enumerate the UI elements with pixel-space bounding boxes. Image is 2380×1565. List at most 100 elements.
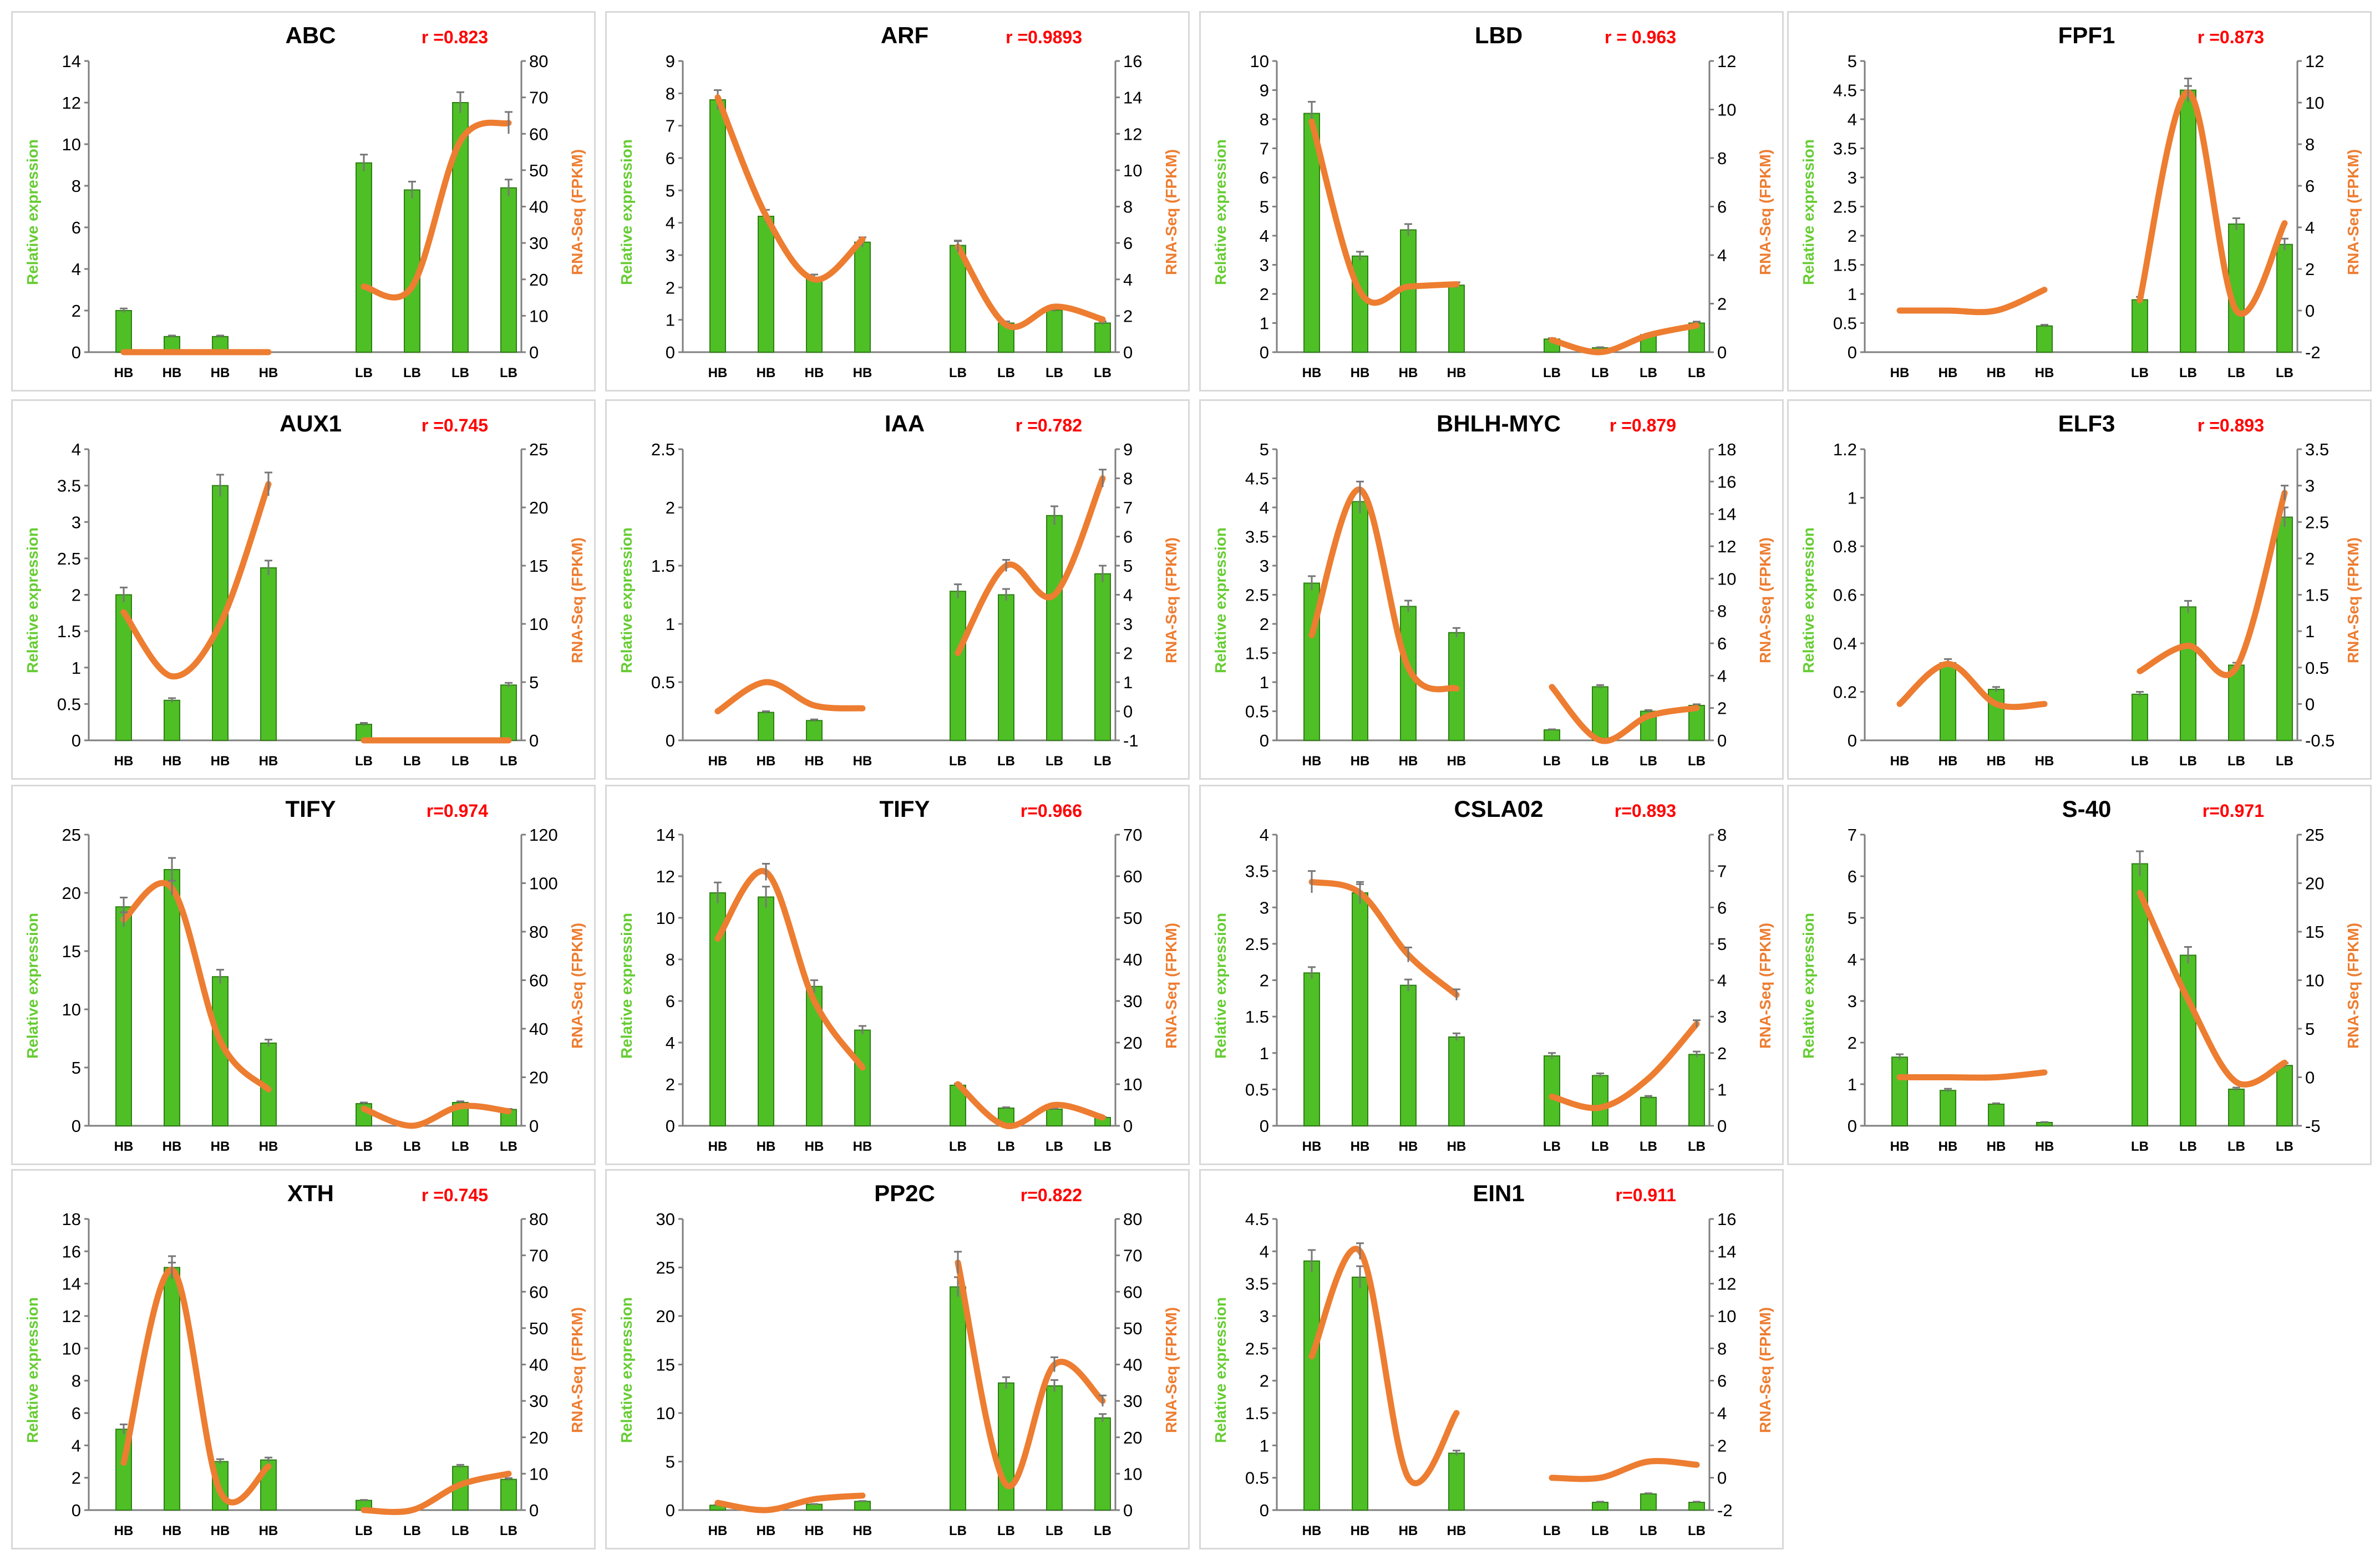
chart-svg: 0 5 10 15 20 25 0 20 40 60 80 100 120 TIFY r=0.974 Rela… <box>11 785 596 1165</box>
right-tick-label: 10 <box>529 614 548 634</box>
right-tick-label: 40 <box>529 1355 548 1375</box>
right-tick-label: 2.5 <box>2305 512 2329 532</box>
r-value: r =0.893 <box>2198 415 2264 435</box>
chart-panel-lbd: 0 1 2 3 4 5 6 7 8 9 10 0 2 4 6 8 10 12 LBD r = 0.963 Relativ… <box>1199 11 1784 392</box>
expression-bar <box>950 591 966 741</box>
left-tick-label: 0.5 <box>1833 314 1857 333</box>
right-tick-label: 8 <box>2305 135 2315 154</box>
rnaseq-line <box>361 1470 512 1515</box>
category-label: HB <box>853 365 872 380</box>
left-tick-label: 0.2 <box>1833 683 1857 702</box>
category-label: LB <box>451 754 469 769</box>
category-label: LB <box>2227 1139 2245 1154</box>
right-axis-title: RNA-Seq (FPKM) <box>569 1307 586 1433</box>
expression-bar <box>1448 1036 1465 1126</box>
right-tick-label: -0.5 <box>2305 731 2335 750</box>
left-tick-label: 3.5 <box>57 476 81 496</box>
expression-bar <box>1094 1417 1111 1511</box>
right-tick-label: 10 <box>529 1464 548 1483</box>
left-tick-label: 5 <box>1260 440 1269 459</box>
right-tick-label: 12 <box>1717 537 1736 556</box>
left-tick-label: 0 <box>666 1116 675 1136</box>
category-label: LB <box>1640 1523 1657 1538</box>
rnaseq-line <box>714 94 866 283</box>
left-tick-label: 0 <box>1260 343 1269 362</box>
rnaseq-line <box>120 1267 272 1506</box>
right-tick-label: 80 <box>1123 1210 1142 1229</box>
category-label: LB <box>1688 1139 1706 1154</box>
category-label: HB <box>2035 365 2054 380</box>
chart-panel-tify: 0 5 10 15 20 25 0 20 40 60 80 100 120 TIFY r=0.974 Rela… <box>11 785 596 1165</box>
r-value: r=0.822 <box>1021 1185 1082 1205</box>
right-axis-title: RNA-Seq (FPKM) <box>1163 149 1180 275</box>
expression-bar <box>1352 892 1368 1126</box>
category-label: HB <box>1399 1139 1418 1154</box>
expression-bar <box>1303 1260 1320 1511</box>
chart-frame <box>11 11 596 392</box>
left-tick-label: 4 <box>1260 825 1269 845</box>
right-tick-label: 4 <box>1717 1404 1727 1423</box>
chart-title: XTH <box>287 1180 334 1206</box>
left-tick-label: 10 <box>656 908 675 928</box>
left-axis-title: Relative expression <box>618 1297 635 1443</box>
category-label: HB <box>1351 1139 1370 1154</box>
category-label: LB <box>451 365 469 380</box>
category-label: LB <box>1094 365 1112 380</box>
right-tick-label: 10 <box>1717 100 1736 120</box>
category-label: LB <box>1640 365 1657 380</box>
expression-bar <box>1940 662 1956 741</box>
category-label: LB <box>2276 365 2293 380</box>
rnaseq-line <box>1896 660 2048 710</box>
right-tick-label: 15 <box>2305 922 2324 942</box>
right-axis-title: RNA-Seq (FPKM) <box>1163 923 1180 1049</box>
right-tick-label: -2 <box>2305 343 2321 362</box>
right-tick-label: 50 <box>529 1319 548 1338</box>
right-axis-title: RNA-Seq (FPKM) <box>2345 923 2362 1049</box>
rnaseq-line <box>2137 490 2288 678</box>
left-tick-label: 4 <box>72 260 81 279</box>
right-tick-label: 3 <box>2305 476 2315 496</box>
category-label: HB <box>1399 754 1418 769</box>
chart-svg: 0 0.2 0.4 0.6 0.8 1 1.2 -0.5 0 0.5 1 1.5 2 2.5 3 3.5 ELF… <box>1787 399 2372 780</box>
right-tick-label: 40 <box>1123 950 1142 969</box>
chart-panel-elf3: 0 0.2 0.4 0.6 0.8 1 1.2 -0.5 0 0.5 1 1.5 2 2.5 3 3.5 ELF… <box>1787 399 2372 780</box>
expression-bar <box>2180 89 2196 353</box>
right-tick-label: 8 <box>1717 825 1727 845</box>
rnaseq-line <box>1549 322 1700 355</box>
chart-frame <box>1787 399 2372 780</box>
rnaseq-line <box>1308 878 1460 998</box>
category-label: LB <box>2179 1139 2197 1154</box>
category-label: HB <box>1399 1523 1418 1538</box>
left-tick-label: 10 <box>62 135 81 154</box>
right-tick-label: 3 <box>1717 1007 1727 1027</box>
expression-bar <box>164 1267 180 1511</box>
right-tick-label: 3 <box>1123 614 1133 634</box>
chart-svg: 0 0.5 1 1.5 2 2.5 3 3.5 4 0 5 10 15 20 25 AUX1 r =0.745 R… <box>11 399 596 780</box>
category-label: LB <box>2179 365 2197 380</box>
left-tick-label: 0.5 <box>651 673 675 692</box>
right-tick-label: 40 <box>529 1019 548 1039</box>
left-tick-label: 1 <box>1260 314 1269 333</box>
r-value: r=0.966 <box>1021 801 1082 821</box>
right-tick-label: 14 <box>1717 505 1736 524</box>
category-label: HB <box>211 1139 230 1154</box>
right-tick-label: 2 <box>1123 644 1133 663</box>
left-tick-label: 2 <box>1260 284 1269 304</box>
left-axis-title: Relative expression <box>1212 527 1229 673</box>
left-tick-label: 9 <box>666 52 675 71</box>
category-label: HB <box>114 754 134 769</box>
left-axis-title: Relative expression <box>1212 1297 1229 1443</box>
rnaseq-line <box>361 1102 512 1129</box>
chart-panel-tify: 0 2 4 6 8 10 12 14 0 10 20 30 40 50 60 70 TIFY r=0.966 Rel… <box>605 785 1190 1165</box>
left-tick-label: 2.5 <box>651 440 675 459</box>
category-label: LB <box>355 365 373 380</box>
right-tick-label: -5 <box>2305 1116 2321 1136</box>
right-tick-label: 14 <box>1717 1242 1736 1261</box>
chart-title: TIFY <box>880 796 930 822</box>
category-label: LB <box>997 365 1015 380</box>
rnaseq-line <box>714 679 866 714</box>
r-value: r =0.823 <box>422 27 488 47</box>
category-label: LB <box>355 1139 373 1154</box>
right-tick-label: 10 <box>1717 1307 1736 1326</box>
rnaseq-line <box>1308 1246 1460 1486</box>
